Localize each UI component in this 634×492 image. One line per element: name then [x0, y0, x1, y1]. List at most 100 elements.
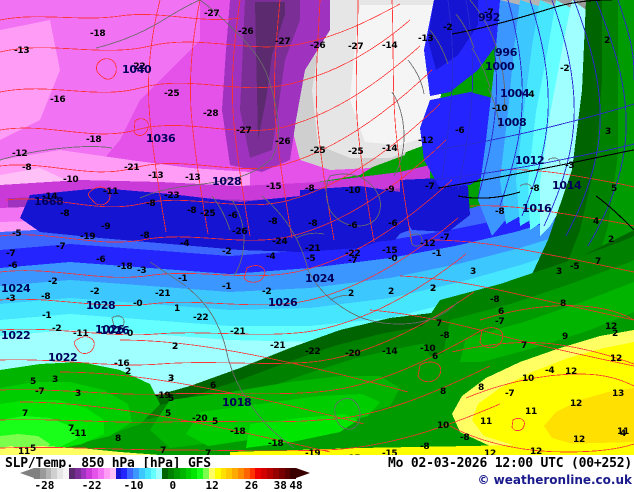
- temperature-label: 12: [573, 435, 585, 445]
- map-raster: [0, 0, 634, 455]
- colorbar-swatch-6: [68, 468, 75, 479]
- colorbar-tick--28: -28: [34, 479, 55, 492]
- colorbar-tick--22: -22: [81, 479, 102, 492]
- colorbar-swatch-33: [226, 468, 233, 479]
- pressure-label: 1026: [95, 323, 125, 336]
- temperature-label: -5: [12, 229, 22, 239]
- colorbar-gradient: [34, 468, 297, 479]
- temperature-label: 2: [388, 287, 394, 297]
- temperature-label: -8: [490, 295, 500, 305]
- chart-title: SLP/Temp. 850 hPa [hPa] GFS: [5, 456, 211, 471]
- temperature-label: 10: [437, 421, 449, 431]
- colorbar-swatch-31: [214, 468, 221, 479]
- temperature-label: -18: [268, 439, 284, 449]
- temperature-label: -12: [418, 136, 434, 146]
- colorbar-swatch-27: [191, 468, 198, 479]
- temperature-label: -4: [525, 90, 535, 100]
- colorbar-swatch-24: [173, 468, 180, 479]
- temperature-label: -1: [42, 311, 52, 321]
- temperature-label: 13: [612, 389, 624, 399]
- temperature-label: -8: [420, 442, 430, 452]
- temperature-label: -27: [348, 42, 364, 52]
- pressure-label: 1014: [552, 179, 582, 192]
- colorbar-swatch-39: [261, 468, 268, 479]
- temperature-label: -26: [232, 227, 248, 237]
- colorbar-swatch-20: [150, 468, 157, 479]
- temperature-label: -22: [305, 347, 321, 357]
- colorbar-swatch-5: [63, 468, 69, 479]
- colorbar-swatch-7: [74, 468, 81, 479]
- temperature-label: 3: [168, 374, 174, 384]
- temperature-label: 12: [484, 449, 496, 456]
- temperature-label: 2: [348, 289, 354, 299]
- temperature-label: -13: [148, 171, 164, 181]
- temperature-label: -7: [56, 242, 66, 252]
- temperature-label: 7: [205, 449, 211, 456]
- temperature-label: -5: [306, 254, 316, 264]
- colorbar-swatch-14: [115, 468, 122, 479]
- colorbar-swatch-2: [45, 468, 52, 479]
- temperature-label: -8: [305, 184, 315, 194]
- temperature-label: 6: [432, 352, 438, 362]
- temperature-label: 10: [522, 374, 534, 384]
- temperature-label: -1: [222, 282, 232, 292]
- temperature-label: -2: [90, 287, 100, 297]
- temperature-label: 7: [521, 341, 527, 351]
- colorbar-swatch-11: [98, 468, 104, 479]
- temperature-label: -11: [73, 329, 89, 339]
- weather-map-canvas[interactable]: -13 -12 -16 -18 -18 -21 -22 -25 -27 -28 -25 -23 -21-…: [0, 0, 634, 455]
- temperature-label: -27: [275, 37, 291, 47]
- temperature-label: -13: [14, 46, 30, 56]
- colorbar-swatch-21: [156, 468, 163, 479]
- temperature-label: 3: [52, 375, 58, 385]
- temperature-label: -19: [80, 232, 96, 242]
- pressure-label: 996: [495, 46, 518, 59]
- temperature-label: -4: [180, 239, 190, 249]
- temperature-label: 7: [160, 446, 166, 456]
- temperature-label: 12: [570, 399, 582, 409]
- colorbar-swatch-38: [255, 468, 262, 479]
- colorbar-swatch-23: [168, 468, 174, 479]
- temperature-label: -7: [505, 389, 515, 399]
- temperature-label: -18: [117, 262, 133, 272]
- temperature-label: -12: [420, 239, 436, 249]
- colorbar-swatch-4: [57, 468, 64, 479]
- colorbar-swatch-42: [278, 468, 285, 479]
- temperature-label: -4: [545, 366, 555, 376]
- temperature-label: -8: [460, 433, 470, 443]
- temperature-label: -3: [137, 266, 147, 276]
- temperature-label: -21: [305, 244, 321, 254]
- temperature-label: -25: [348, 147, 364, 157]
- temperature-label: -12: [12, 149, 28, 159]
- pressure-label: 1028: [212, 175, 242, 188]
- temperature-label: 12: [605, 322, 617, 332]
- temperature-label: 11: [18, 447, 30, 456]
- pressure-label: 1018: [222, 396, 252, 409]
- temperature-label: 12: [530, 447, 542, 456]
- temperature-label: -24: [272, 237, 288, 247]
- temperature-label: -27: [236, 126, 252, 136]
- temperature-label: -16: [114, 359, 130, 369]
- colorbar-swatch-10: [92, 468, 99, 479]
- temperature-label: -8: [187, 206, 197, 216]
- temperature-label: -6: [348, 221, 358, 231]
- temperature-label: 7: [22, 409, 28, 419]
- temperature-label: -8: [140, 231, 150, 241]
- temperature-label: 2: [172, 342, 178, 352]
- temperature-label: -9: [101, 222, 111, 232]
- colorbar-swatch-9: [86, 468, 93, 479]
- temperature-label: -22: [130, 62, 146, 72]
- temperature-label: 8: [478, 383, 484, 393]
- temperature-label: 7: [595, 257, 601, 267]
- temperature-label: -9: [385, 185, 395, 195]
- temperature-label: -7: [6, 249, 16, 259]
- pressure-label: 1040: [122, 63, 152, 76]
- colorbar-swatch-36: [243, 468, 250, 479]
- colorbar-swatch-18: [138, 468, 145, 479]
- colorbar-swatch-43: [284, 468, 291, 479]
- colorbar-tick-38: 38: [273, 479, 287, 492]
- temperature-label: -6: [96, 255, 106, 265]
- pressure-label: 992: [478, 11, 501, 24]
- temperature-label: -14: [42, 192, 58, 202]
